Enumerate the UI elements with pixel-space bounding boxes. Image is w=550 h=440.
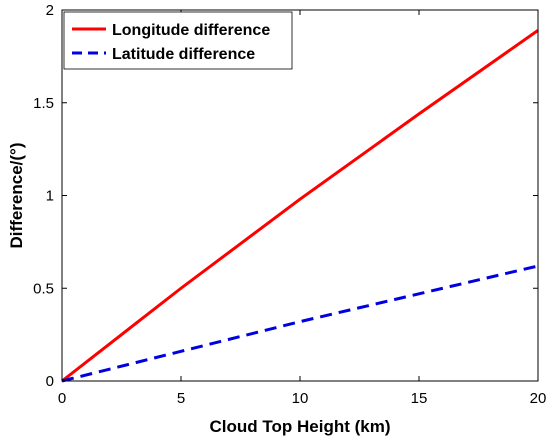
- legend: Longitude difference Latitude difference: [63, 11, 293, 70]
- plot-area-frame: [61, 9, 539, 382]
- x-tick-label: 5: [177, 390, 185, 407]
- x-tick-label: 15: [411, 390, 428, 407]
- series-line-latitude: [61, 264, 539, 383]
- legend-box: [63, 11, 293, 70]
- y-axis-title: Difference/(°): [7, 143, 26, 249]
- x-tick-label: 20: [530, 390, 547, 407]
- y-tick-label: 1.5: [33, 95, 54, 112]
- series-line-longitude: [61, 29, 539, 383]
- y-tick-label: 0.5: [33, 280, 54, 297]
- y-tick-label: 1: [46, 188, 54, 205]
- x-tick-label: 10: [292, 390, 309, 407]
- y-tick-label: 2: [46, 2, 54, 19]
- series-layer: [61, 29, 539, 383]
- legend-label-longitude: Longitude difference: [112, 22, 270, 39]
- legend-label-latitude: Latitude difference: [112, 46, 255, 63]
- x-axis-title: Cloud Top Height (km): [210, 417, 391, 436]
- y-tick-label: 0: [46, 373, 54, 390]
- x-tick-label: 0: [58, 390, 66, 407]
